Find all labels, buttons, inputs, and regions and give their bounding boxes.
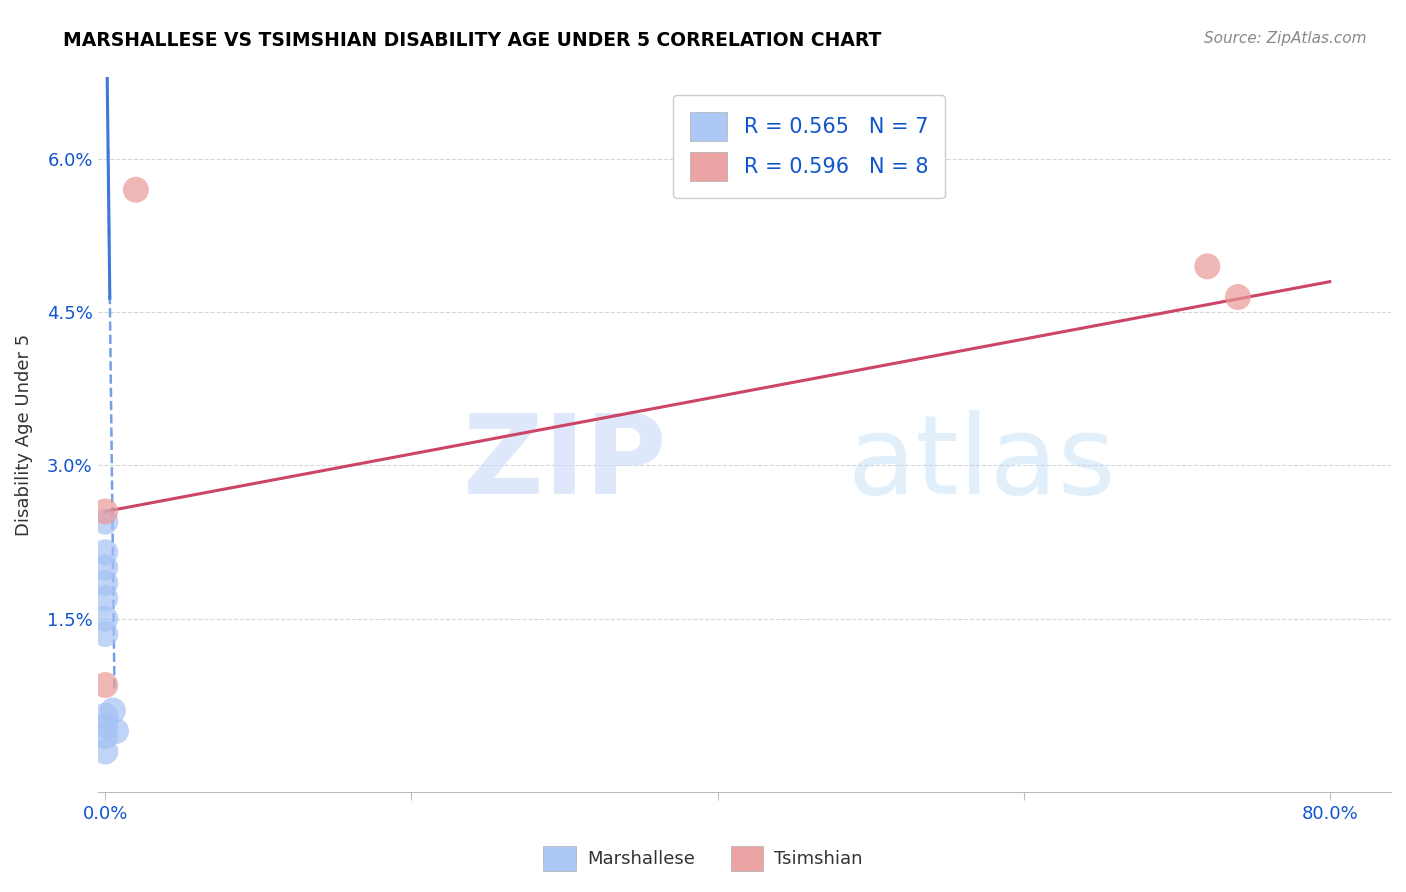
Point (94, 719, 117, 733)
Legend: Marshallese, Tsimshian: Marshallese, Tsimshian (536, 838, 870, 879)
Y-axis label: Disability Age Under 5: Disability Age Under 5 (15, 334, 32, 536)
Point (94, 560, 117, 574)
Text: Source: ZipAtlas.com: Source: ZipAtlas.com (1204, 31, 1367, 46)
Point (94, 744, 117, 758)
Point (94, 678, 117, 692)
Point (94, 515, 117, 529)
Legend: R = 0.565   N = 7, R = 0.596   N = 8: R = 0.565 N = 7, R = 0.596 N = 8 (673, 95, 945, 198)
Point (125, 183, 148, 197)
Point (94, 729, 117, 743)
Point (1197, 260, 1219, 274)
Point (94, 708, 117, 723)
Text: MARSHALLESE VS TSIMSHIAN DISABILITY AGE UNDER 5 CORRELATION CHART: MARSHALLESE VS TSIMSHIAN DISABILITY AGE … (63, 31, 882, 50)
Point (1226, 290, 1249, 304)
Point (94, 576, 117, 591)
Point (94, 504, 117, 518)
Point (104, 724, 127, 739)
Text: ZIP: ZIP (464, 410, 666, 517)
Point (94, 545, 117, 559)
Point (94, 612, 117, 626)
Point (94, 591, 117, 606)
Point (101, 704, 124, 718)
Point (94, 627, 117, 641)
Text: atlas: atlas (848, 410, 1116, 517)
